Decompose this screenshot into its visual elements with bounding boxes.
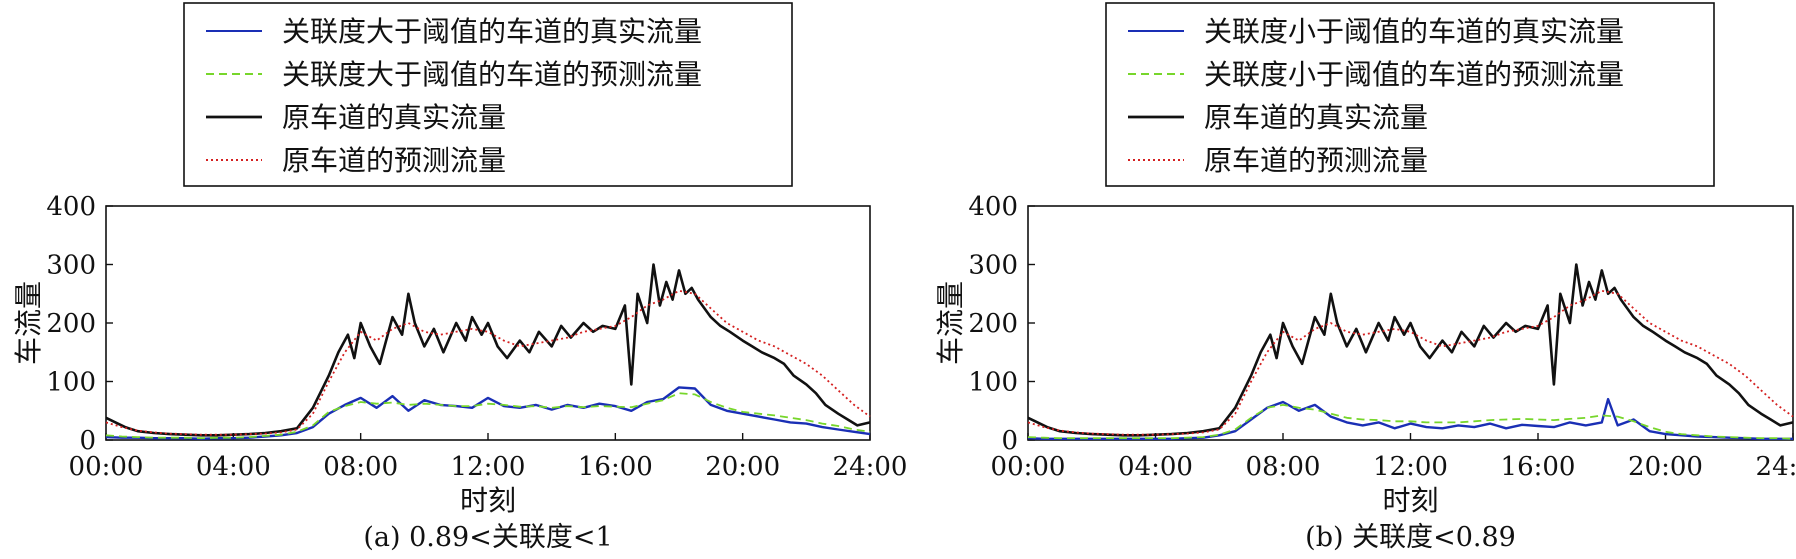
x-tick-label: 08:00	[323, 452, 398, 482]
series-line-2	[105, 392, 871, 440]
series-line-1	[105, 386, 871, 440]
legend-box	[183, 2, 793, 187]
legend-label: 原车道的真实流量	[1204, 101, 1428, 134]
y-tick-label: 300	[46, 251, 96, 281]
x-tick-label: 24:00	[1756, 452, 1796, 482]
legend-label: 关联度小于阈值的车道的真实流量	[1204, 15, 1624, 48]
y-tick-label: 100	[46, 368, 96, 398]
legend-label: 原车道的预测流量	[282, 144, 506, 177]
panel-b: 0 100 200 300 400 00:00 04:00 08:00 12:00 16:00 20…	[934, 2, 1796, 553]
x-axis-label: 时刻	[460, 484, 516, 517]
x-axis-label: 时刻	[1382, 484, 1438, 517]
series-line-4	[1027, 289, 1794, 436]
series-line-1	[1027, 397, 1793, 440]
x-tick-label: 00:00	[69, 452, 144, 482]
legend-label: 关联度大于阈值的车道的真实流量	[282, 15, 702, 48]
y-tick-label: 400	[46, 192, 96, 222]
x-tick-label: 00:00	[991, 452, 1066, 482]
y-tick-label: 400	[968, 192, 1018, 222]
legend-label: 关联度大于阈值的车道的预测流量	[282, 58, 702, 91]
series-line-2	[1027, 403, 1794, 440]
legend-label: 原车道的真实流量	[282, 101, 506, 134]
y-axis-label: 车流量	[934, 281, 967, 365]
y-axis-label: 车流量	[12, 281, 45, 365]
panel-caption: (a) 0.89<关联度<1	[363, 522, 612, 553]
y-tick-label: 100	[968, 368, 1018, 398]
x-tick-label: 04:00	[1118, 452, 1193, 482]
series-line-3	[105, 263, 871, 437]
series-line-3	[1027, 263, 1794, 437]
y-tick-label: 200	[968, 309, 1018, 339]
legend-label: 关联度小于阈值的车道的预测流量	[1204, 58, 1624, 91]
y-tick-label: 200	[46, 309, 96, 339]
y-tick-label: 300	[968, 251, 1018, 281]
legend: 关联度大于阈值的车道的真实流量关联度大于阈值的车道的预测流量原车道的真实流量原车…	[183, 2, 793, 187]
y-tick-label: 0	[1001, 426, 1018, 456]
x-tick-label: 24:00	[833, 452, 908, 482]
x-tick-label: 04:00	[196, 452, 271, 482]
panel-a: 0 100 200 300 400 00:00 04:00 08:00 12:00 16:00 20…	[12, 2, 908, 553]
x-tick-label: 12:00	[1373, 452, 1448, 482]
x-tick-label: 16:00	[1501, 452, 1576, 482]
legend-box	[1105, 2, 1715, 187]
x-tick-label: 20:00	[705, 452, 780, 482]
legend: 关联度小于阈值的车道的真实流量关联度小于阈值的车道的预测流量原车道的真实流量原车…	[1105, 2, 1715, 187]
x-tick-label: 12:00	[451, 452, 526, 482]
x-tick-label: 20:00	[1628, 452, 1703, 482]
panel-caption: (b) 关联度<0.89	[1305, 522, 1516, 553]
legend-label: 原车道的预测流量	[1204, 144, 1428, 177]
series-line-4	[105, 289, 871, 436]
y-tick-label: 0	[79, 426, 96, 456]
x-tick-label: 08:00	[1246, 452, 1321, 482]
x-tick-label: 16:00	[578, 452, 653, 482]
